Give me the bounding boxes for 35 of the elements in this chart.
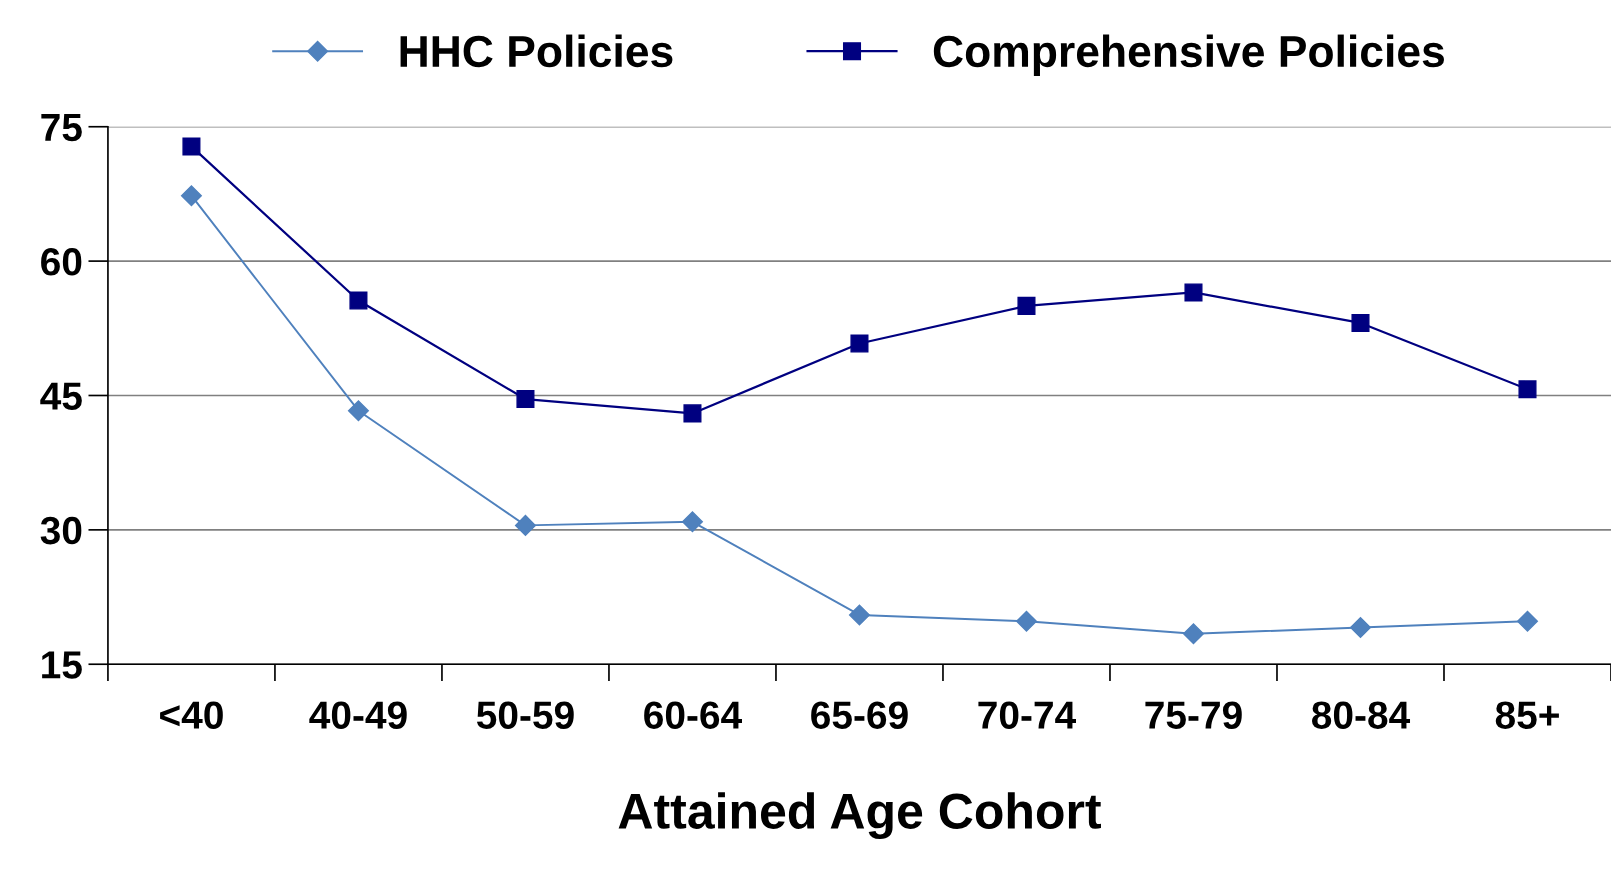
x-tick-label: 80-84 [1312,701,1411,729]
y-tick-label: 15 [42,651,82,679]
point [1182,623,1204,645]
x-tick-label: 70-74 [978,701,1076,729]
point [1518,380,1537,399]
point [683,404,702,423]
point [180,185,202,207]
x-tick-label: 85+ [1495,701,1559,729]
point [516,390,535,409]
point [1349,616,1372,639]
point [681,511,703,533]
point [1015,610,1037,632]
y-tick-label: 60 [41,248,82,276]
y-tick-label: 30 [40,516,82,545]
x-tick-label: 50-59 [476,701,574,729]
x-axis-title: Attained Age Cohort [618,792,1101,839]
point [1516,610,1539,632]
y-tick-label: 75 [41,114,82,142]
x-tick-label: <40 [160,701,223,729]
legend-label: Comprehensive Policies [933,34,1444,76]
point [514,514,536,536]
x-tick-label: 60-64 [644,701,742,729]
point [347,400,369,422]
y-tick-label: 45 [40,382,82,410]
legend-label: HHC Policies [400,34,673,68]
point [1351,313,1370,332]
point [1017,296,1036,315]
x-tick-label: 40-49 [309,701,407,729]
point [182,137,201,156]
x-tick-label: 65-69 [811,701,908,729]
point [848,604,870,626]
x-tick-label: 75-79 [1145,701,1242,729]
point [349,291,368,310]
point [850,334,869,353]
point [1184,283,1203,302]
